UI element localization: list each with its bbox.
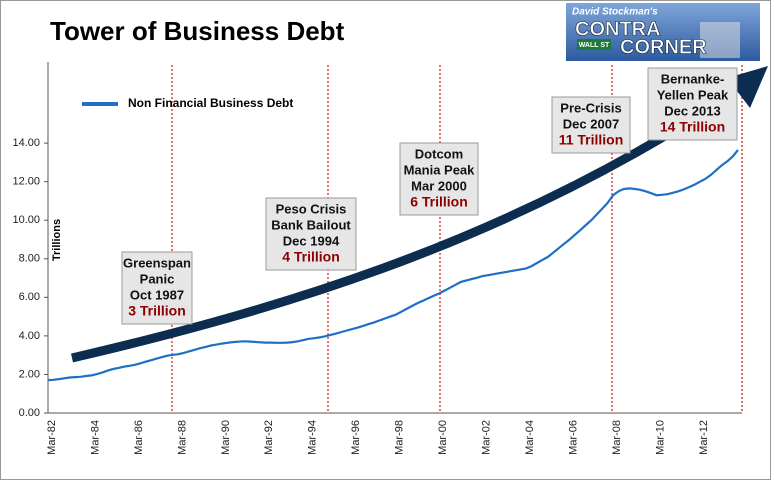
y-tick-label: 4.00 xyxy=(19,330,40,342)
x-tick-label: Mar-92 xyxy=(263,420,275,455)
x-tick-label: Mar-98 xyxy=(394,420,406,455)
annotation-box xyxy=(265,197,357,271)
y-tick-label: 8.00 xyxy=(19,253,40,265)
annotation-text: Peso Crisis xyxy=(276,201,347,216)
x-tick-label: Mar-04 xyxy=(524,420,536,455)
annotation-box xyxy=(399,142,479,216)
x-tick-label: Mar-96 xyxy=(350,420,362,455)
y-axis-label: Trillions xyxy=(51,219,63,261)
y-tick-label: 2.00 xyxy=(19,368,40,380)
y-tick-label: 6.00 xyxy=(19,291,40,303)
y-tick-label: 14.00 xyxy=(12,137,40,149)
y-tick-label: 12.00 xyxy=(12,176,40,188)
annotation-box xyxy=(647,67,738,141)
logo-main: CORNER xyxy=(620,36,707,58)
x-tick-label: Mar-10 xyxy=(654,420,666,455)
logo-top: David Stockman's xyxy=(572,7,658,18)
x-tick-label: Mar-02 xyxy=(481,420,493,455)
annotation-text: Yellen Peak xyxy=(657,87,729,102)
x-tick-label: Mar-12 xyxy=(698,420,710,455)
trend-arrow xyxy=(70,88,738,363)
annotation-amount: 14 Trillion xyxy=(660,119,725,135)
annotation-text: Dec 1994 xyxy=(283,233,340,248)
legend-label: Non Financial Business Debt xyxy=(128,96,293,110)
logo-main: CONTRA xyxy=(575,18,661,40)
logo-building xyxy=(700,22,740,58)
y-tick-label: 10.00 xyxy=(12,214,40,226)
annotation-text: Dec 2013 xyxy=(664,103,720,118)
annotation-box xyxy=(121,251,193,325)
annotation-amount: 11 Trillion xyxy=(559,132,624,148)
logo-sign xyxy=(577,39,611,50)
x-tick-label: Mar-90 xyxy=(220,420,232,455)
annotation-text: Greenspan xyxy=(123,255,191,270)
x-tick-label: Mar-84 xyxy=(89,420,101,455)
y-tick-label: 0.00 xyxy=(19,407,40,419)
x-tick-label: Mar-88 xyxy=(176,420,188,455)
x-tick-label: Mar-86 xyxy=(133,420,145,455)
annotation-text: Mania Peak xyxy=(404,162,476,177)
annotation-amount: 3 Trillion xyxy=(128,303,186,319)
annotation-box xyxy=(551,96,631,154)
annotation-text: Panic xyxy=(140,271,175,286)
annotation-text: Dotcom xyxy=(415,146,463,161)
annotation-text: Bank Bailout xyxy=(271,217,351,232)
annotation-amount: 4 Trillion xyxy=(282,249,340,265)
annotation-text: Oct 1987 xyxy=(130,287,184,302)
x-tick-label: Mar-82 xyxy=(46,420,58,455)
annotation-text: Bernanke- xyxy=(661,71,725,86)
series-line xyxy=(47,149,739,382)
chart-title: Tower of Business Debt xyxy=(50,16,345,46)
logo-sign-text: WALL ST xyxy=(579,42,610,49)
x-tick-label: Mar-00 xyxy=(437,420,449,455)
annotation-amount: 6 Trillion xyxy=(410,194,468,210)
x-tick-label: Mar-94 xyxy=(307,420,319,455)
annotation-text: Dec 2007 xyxy=(563,116,619,131)
x-tick-label: Mar-08 xyxy=(611,420,623,455)
annotation-text: Mar 2000 xyxy=(411,178,467,193)
annotation-text: Pre-Crisis xyxy=(560,100,621,115)
logo: David Stockman's CONTRA WALL ST CORNER xyxy=(566,3,760,61)
x-tick-label: Mar-06 xyxy=(568,420,580,455)
